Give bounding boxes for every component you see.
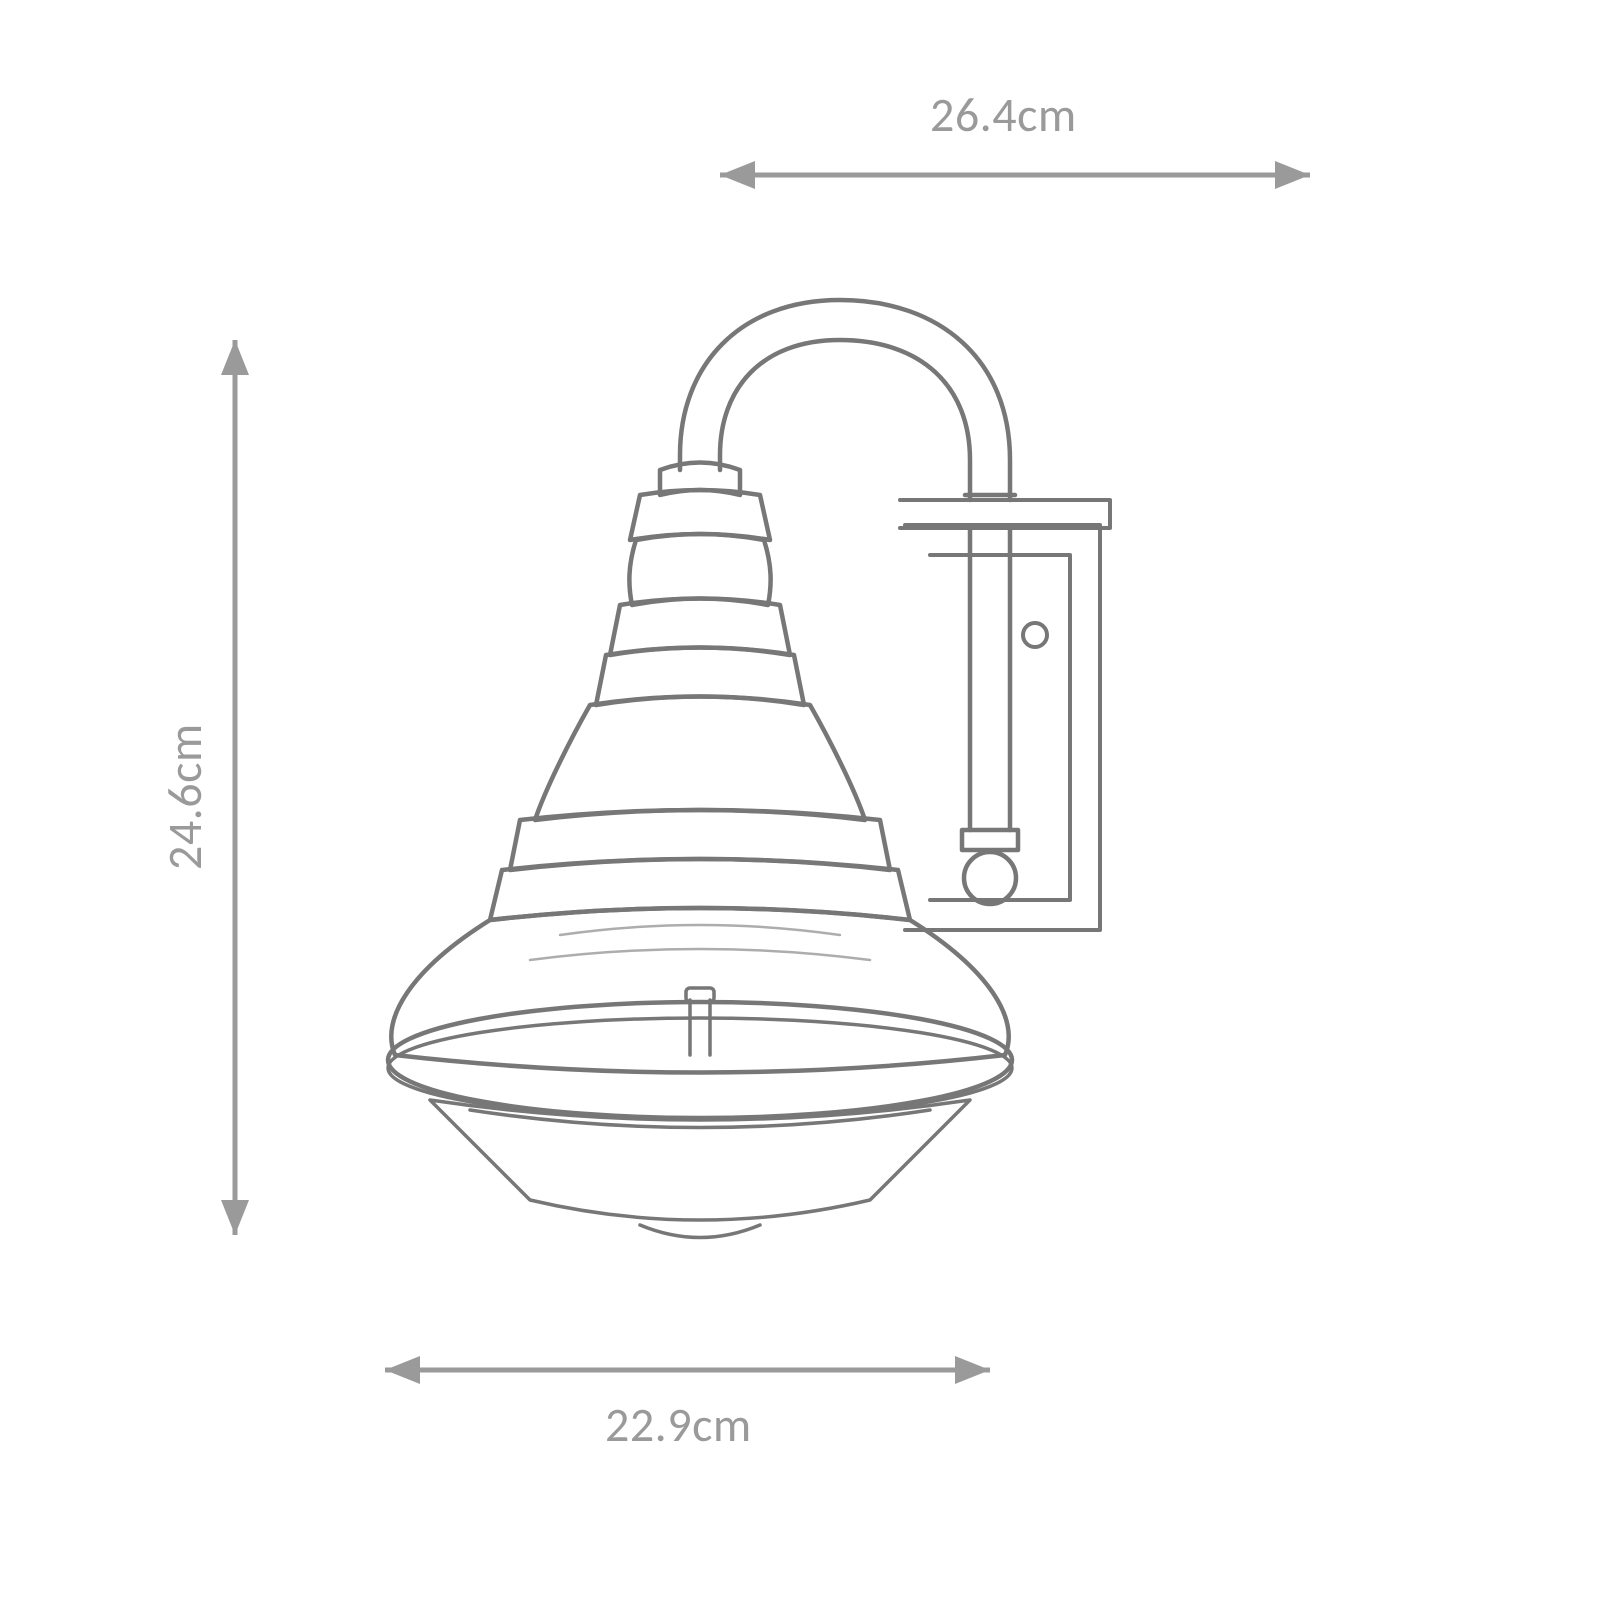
arrow-bottom-right-head bbox=[955, 1356, 990, 1384]
height-label: 24.6cm bbox=[155, 723, 214, 870]
arrow-left-top-head bbox=[221, 340, 249, 375]
arrow-left-bottom-head bbox=[221, 1200, 249, 1235]
diagram-svg bbox=[0, 0, 1600, 1600]
wall-plate bbox=[900, 500, 1110, 930]
dimension-diagram: 26.4cm 24.6cm 22.9cm bbox=[0, 0, 1600, 1600]
dimension-arrows bbox=[221, 161, 1310, 1384]
glass-bottom bbox=[430, 1100, 970, 1238]
arrow-top-left-head bbox=[720, 161, 755, 189]
lamp-neck bbox=[490, 463, 910, 921]
width-label: 22.9cm bbox=[605, 1395, 752, 1454]
depth-label: 26.4cm bbox=[930, 85, 1077, 144]
detail-lines bbox=[530, 925, 870, 960]
arrow-bottom-left-head bbox=[385, 1356, 420, 1384]
arrow-top-right-head bbox=[1275, 161, 1310, 189]
shade bbox=[388, 908, 1012, 1118]
lamp-drawing bbox=[388, 300, 1110, 1238]
